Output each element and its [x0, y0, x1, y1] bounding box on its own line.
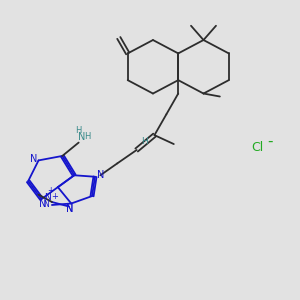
Text: N: N [44, 200, 50, 208]
Text: Cl: Cl [251, 140, 263, 154]
Text: H: H [84, 132, 91, 141]
Text: N: N [97, 170, 105, 180]
Text: N: N [39, 200, 47, 209]
Text: N: N [78, 132, 85, 142]
Text: H: H [142, 136, 148, 146]
Text: H: H [76, 126, 82, 135]
Text: N: N [66, 204, 74, 214]
Text: N: N [66, 204, 74, 214]
Text: +: + [47, 186, 54, 195]
Text: -: - [268, 134, 273, 148]
Text: +: + [52, 193, 58, 202]
Text: N: N [29, 154, 37, 164]
Text: N: N [44, 193, 51, 202]
